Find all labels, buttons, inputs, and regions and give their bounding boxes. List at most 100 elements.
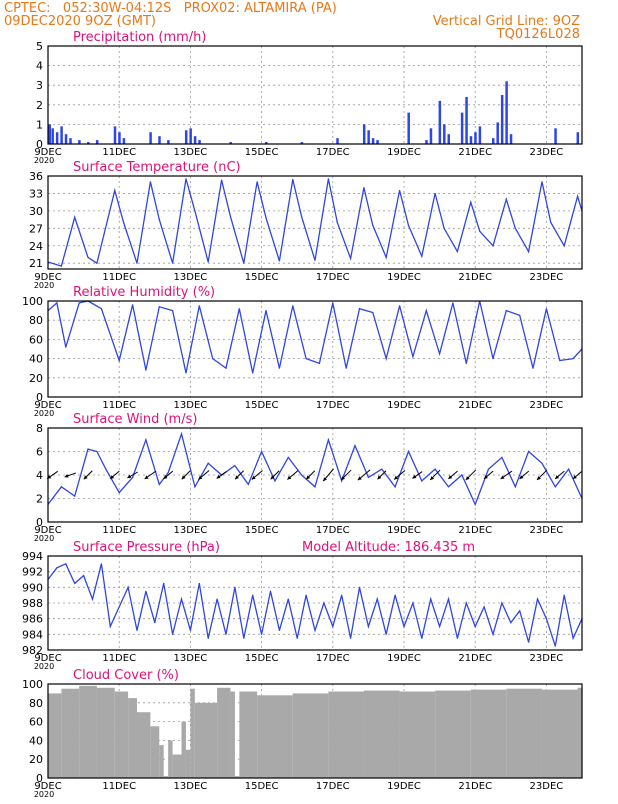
x-tick-label: 23DEC — [530, 147, 564, 158]
y-tick-label: 33 — [29, 187, 43, 200]
wind-arrow-head — [251, 475, 256, 480]
cloud-bar — [150, 726, 160, 778]
x-tick-label: 9DEC — [34, 781, 61, 792]
x-tick-label: 11DEC — [102, 272, 136, 283]
series-point — [145, 369, 147, 371]
series-point — [118, 492, 120, 494]
series-point — [421, 637, 423, 639]
series-point — [536, 598, 539, 600]
cloud-bar — [239, 691, 258, 778]
wind-arrow-head — [377, 475, 382, 480]
y-tick-label: 982 — [22, 644, 43, 657]
series-point — [185, 372, 187, 374]
series-point — [60, 265, 62, 267]
series-point — [341, 480, 343, 482]
y-tick-label: 2 — [36, 493, 43, 506]
x-tick-label: 23DEC — [530, 272, 564, 283]
y-tick-label: 60 — [29, 716, 43, 729]
wind-arrow-head — [483, 475, 488, 479]
series-point — [167, 472, 169, 474]
series-point — [287, 598, 289, 600]
series-point — [172, 633, 174, 635]
series-point — [198, 582, 200, 585]
series-point — [180, 433, 183, 435]
series-point — [118, 606, 120, 608]
cloud-bar — [328, 691, 364, 778]
series-point — [74, 216, 76, 218]
series-point — [145, 590, 147, 592]
series-point — [358, 308, 361, 310]
series-point — [207, 462, 209, 464]
series-point — [412, 602, 414, 604]
series-point — [528, 250, 530, 253]
panel-frame — [47, 427, 583, 523]
wind-arrow-head — [555, 475, 560, 479]
precip-bar — [500, 95, 504, 144]
x-tick-label: 23DEC — [530, 525, 564, 536]
series-point — [265, 217, 267, 219]
wind-arrow-head — [430, 476, 435, 480]
wind-arrow-head — [216, 474, 221, 479]
series-point — [172, 310, 174, 312]
series-point — [452, 302, 454, 304]
series-point — [465, 602, 467, 604]
wind-arrow-head — [127, 474, 132, 478]
y-tick-label: 40 — [29, 734, 43, 747]
x-tick-label: 17DEC — [316, 147, 350, 158]
panel-frame — [47, 175, 583, 270]
cloud-bar — [217, 687, 231, 778]
series-point — [56, 302, 58, 304]
precip-bar — [229, 142, 232, 144]
series-point — [172, 262, 174, 264]
x-tick-label: 17DEC — [316, 525, 350, 536]
x-tick-label: 13DEC — [174, 147, 208, 158]
precip-bar — [78, 140, 81, 144]
series-point — [154, 621, 156, 624]
cloud-bar — [190, 688, 195, 778]
y-tick-label: 36 — [29, 170, 43, 183]
cloud-bar — [292, 693, 329, 778]
y-tick-label: 40 — [29, 353, 43, 366]
x-tick-label: 19DEC — [387, 525, 421, 536]
series-point — [505, 198, 507, 200]
series-point — [394, 594, 396, 596]
precip-bar — [113, 126, 117, 144]
x-tick-label: 23DEC — [530, 400, 564, 411]
series-point — [238, 308, 240, 310]
series-point — [412, 356, 414, 358]
series-point — [519, 314, 521, 316]
series-point — [323, 602, 325, 604]
series-point — [576, 195, 579, 197]
precip-bar — [69, 138, 72, 144]
x-tick-label: 23DEC — [530, 653, 564, 664]
x-tick-label: 17DEC — [316, 653, 350, 664]
series-point — [532, 367, 534, 369]
wind-arrow-head — [198, 475, 203, 480]
cloud-bar — [48, 693, 62, 778]
series-point — [261, 633, 263, 635]
series-point — [314, 259, 316, 261]
y-tick-label: 4 — [36, 60, 43, 73]
panel-title: Surface Wind (m/s) — [73, 412, 197, 427]
series-point — [301, 474, 303, 476]
series-point — [514, 486, 516, 488]
precip-bar — [149, 132, 152, 144]
series-point — [56, 567, 58, 569]
precip-bar — [367, 130, 370, 144]
y-tick-label: 992 — [22, 566, 43, 579]
panel-1: 21 24 27 30 33 36 9DEC 11DEC 13DEC 15DEC 17DEC 19DE… — [29, 160, 583, 290]
series-point — [314, 486, 316, 488]
series-point — [545, 308, 548, 310]
cloud-bar — [399, 691, 436, 778]
wind-arrow-head — [394, 475, 399, 480]
cloud-bar — [168, 740, 173, 778]
x-tick-label: 13DEC — [174, 781, 208, 792]
series-point — [425, 310, 427, 312]
wind-arrow-head — [163, 475, 168, 479]
wind-arrow-head — [235, 475, 239, 480]
series-point — [394, 486, 396, 488]
series-point — [314, 629, 316, 632]
y-tick-label: 21 — [29, 257, 43, 270]
y-tick-label: 100 — [22, 295, 43, 308]
series-point — [91, 598, 94, 600]
